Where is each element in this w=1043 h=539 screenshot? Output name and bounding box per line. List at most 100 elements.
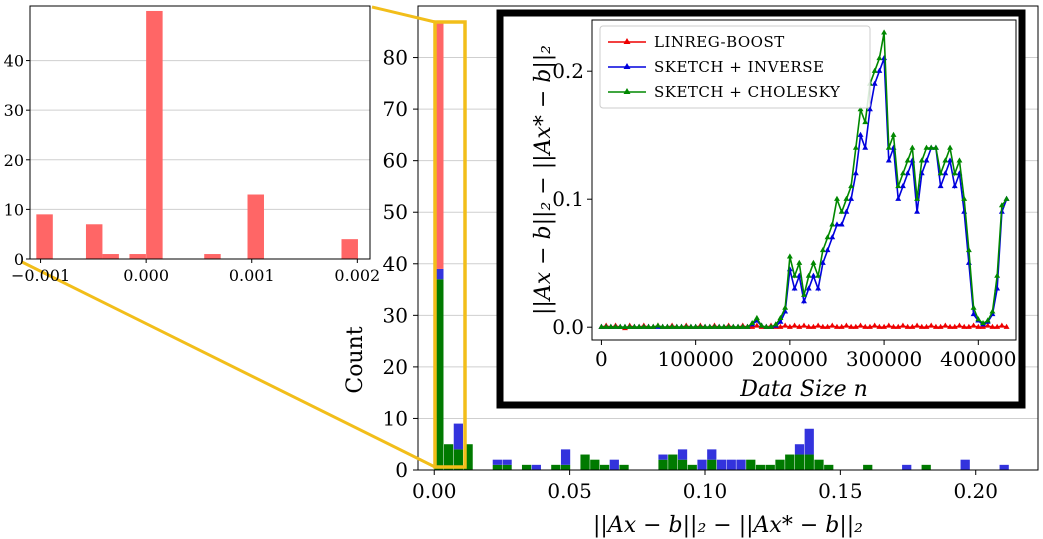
inset-y-tick-label: 0.0 [552, 315, 584, 339]
legend-marker [623, 88, 631, 94]
inset-series-marker [749, 323, 756, 329]
inset-series-marker [871, 80, 878, 86]
inset-series-marker [650, 323, 657, 329]
inset-x-tick-label: 200000 [752, 347, 828, 371]
main-bar [794, 454, 805, 470]
main-bar [746, 459, 756, 470]
inset-series-marker [603, 323, 610, 329]
inset-series-marker [791, 272, 798, 278]
inset-series-marker [843, 195, 850, 201]
inset-series-marker [956, 322, 963, 328]
legend-label: LINREG-BOOST [654, 33, 785, 51]
inset-series-marker [824, 323, 831, 329]
zoom-inset: 0 10 20 30 40 −0.001 0.000 0.001 0.002 [4, 5, 380, 285]
inset-series-marker [678, 323, 685, 329]
main-x-tick-label: 0.00 [412, 479, 457, 503]
inset-series-marker [914, 195, 921, 201]
inset-legend: LINREG-BOOST SKETCH + INVERSE SKETCH + CHO… [599, 25, 871, 109]
main-x-tick-label: 0.05 [547, 479, 592, 503]
inset-series-marker [640, 323, 647, 329]
line-inset: 0.0 0.1 0.2 0 100000 200000 300000 400000 ||Ax… [496, 9, 1026, 409]
main-y-axis-label: Count [343, 326, 368, 393]
inset-series-marker [980, 319, 986, 326]
main-bar [609, 459, 619, 470]
inset-series-marker [904, 323, 911, 329]
inset-series-marker [951, 183, 958, 189]
inset-series-marker [947, 157, 954, 163]
inset-series-marker [782, 322, 789, 328]
inset-series-marker [857, 322, 864, 328]
inset-series-marker [876, 67, 883, 73]
main-bar [658, 454, 668, 460]
main-y-tick-label: 20 [383, 355, 408, 379]
inset-series-marker [843, 208, 850, 214]
inset-x-tick-label: 100000 [657, 347, 733, 371]
inset-series-marker [918, 323, 925, 329]
inset-series-marker [857, 106, 864, 112]
inset-series-marker [749, 319, 756, 326]
inset-series-marker [918, 157, 925, 163]
inset-series-marker [753, 322, 760, 328]
main-bar [726, 459, 736, 470]
inset-series-marker [914, 322, 921, 328]
inset-series-marker [876, 323, 883, 329]
main-bar [619, 464, 629, 470]
inset-series-marker [866, 323, 873, 329]
zoom-highlight-box [433, 20, 467, 469]
inset-series-marker [725, 323, 732, 329]
inset-series-marker [730, 323, 737, 329]
inset-series-marker [796, 259, 803, 265]
inset-series-marker [998, 202, 1005, 208]
legend-marker [623, 63, 631, 69]
main-bar [755, 464, 766, 470]
main-y-tick-label: 40 [383, 252, 408, 276]
inset-series-marker [862, 144, 869, 150]
inset-series-marker [956, 157, 963, 163]
inset-series-marker [824, 247, 831, 253]
inset-series-marker [923, 323, 930, 329]
main-bar [765, 464, 775, 470]
inset-series-marker [739, 323, 746, 329]
legend-box [599, 25, 871, 109]
inset-series-marker [989, 308, 996, 314]
zoom-connector-top [371, 5, 436, 24]
inset-series-marker [815, 272, 822, 278]
inset-series-marker [786, 323, 793, 329]
zoom-y-tick-label: 40 [4, 52, 24, 71]
inset-series-marker [970, 311, 977, 317]
inset-series-marker [706, 323, 713, 329]
inset-series-marker [791, 322, 798, 328]
inset-series-marker [834, 221, 840, 227]
inset-series-marker [895, 195, 902, 201]
main-bar [599, 464, 610, 470]
inset-series-marker [862, 119, 869, 125]
inset-series-marker [947, 323, 954, 329]
inset-series-marker [961, 195, 968, 201]
inset-series-marker [923, 144, 930, 150]
zoom-x-tick-label: 0.001 [229, 266, 275, 285]
main-bar [824, 464, 834, 470]
inset-series-marker [876, 55, 883, 61]
inset-series-marker [914, 208, 921, 214]
inset-series-marker [1003, 195, 1010, 201]
inset-series-marker [862, 323, 869, 329]
main-bar [453, 423, 463, 450]
inset-series-marker [702, 323, 709, 329]
inset-series-marker [834, 323, 840, 329]
main-y-tick-label: 10 [383, 406, 408, 430]
inset-series-marker [810, 259, 817, 265]
inset-series-marker [928, 322, 935, 328]
main-y-tick-label: 30 [383, 303, 408, 327]
inset-series-marker [871, 67, 878, 73]
zoom-bar [36, 214, 53, 259]
inset-series-marker [607, 323, 614, 329]
inset-y-tick-label: 0.1 [552, 187, 584, 211]
inset-series-marker [669, 323, 676, 329]
zoom-bar [247, 194, 264, 259]
zoom-x-tick-label: −0.001 [11, 266, 70, 285]
main-bar [697, 459, 707, 470]
inset-series-marker [598, 323, 605, 329]
main-bar [492, 464, 502, 470]
main-y-tick-label: 60 [383, 149, 408, 173]
zoom-bar [146, 10, 163, 259]
